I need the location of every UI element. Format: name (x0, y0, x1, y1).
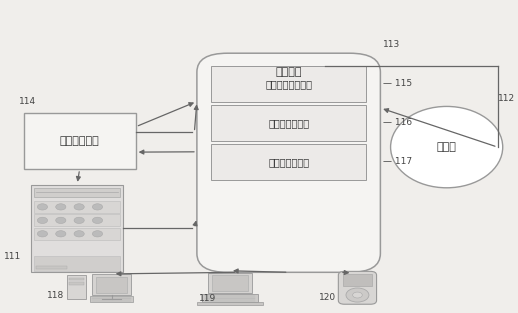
Circle shape (74, 217, 84, 223)
Text: — 115: — 115 (383, 79, 412, 88)
Circle shape (56, 217, 66, 223)
Circle shape (353, 292, 362, 298)
Bar (208, 273, 252, 293)
Text: 用户端: 用户端 (437, 142, 456, 152)
Text: 113: 113 (383, 39, 400, 49)
Text: 118: 118 (47, 291, 64, 300)
Bar (212, 275, 248, 291)
Circle shape (74, 231, 84, 237)
Bar (67, 275, 87, 299)
Bar (31, 185, 123, 272)
Text: — 116: — 116 (383, 118, 412, 127)
Text: 广告端管理模块: 广告端管理模块 (268, 157, 309, 167)
Circle shape (346, 288, 369, 302)
Bar (90, 296, 133, 302)
Text: 120: 120 (319, 294, 336, 302)
Bar (34, 256, 120, 271)
Circle shape (56, 231, 66, 237)
Circle shape (56, 204, 66, 210)
Circle shape (92, 217, 103, 223)
Text: 走路平台: 走路平台 (276, 67, 302, 77)
Circle shape (92, 231, 103, 237)
Ellipse shape (391, 106, 503, 188)
Bar (211, 105, 366, 141)
Text: 云端管理模块: 云端管理模块 (60, 136, 99, 146)
FancyBboxPatch shape (338, 271, 377, 304)
Bar (34, 188, 120, 197)
FancyBboxPatch shape (197, 53, 380, 272)
Circle shape (37, 204, 48, 210)
Bar (24, 113, 136, 169)
Bar (92, 274, 131, 295)
Bar (36, 266, 67, 269)
Circle shape (92, 204, 103, 210)
Bar (69, 278, 84, 280)
Text: 119: 119 (199, 295, 217, 303)
Text: 111: 111 (4, 252, 21, 261)
Bar (34, 214, 120, 226)
Text: 走路计步管理模块: 走路计步管理模块 (265, 79, 312, 89)
Circle shape (37, 231, 48, 237)
Bar (34, 228, 120, 240)
Bar (211, 144, 366, 180)
Bar (96, 277, 127, 293)
Text: 用户端管理模块: 用户端管理模块 (268, 118, 309, 128)
Circle shape (37, 217, 48, 223)
Text: 112: 112 (498, 94, 515, 103)
Text: 114: 114 (19, 97, 36, 106)
Bar (211, 66, 366, 102)
Bar (202, 294, 258, 302)
Circle shape (74, 204, 84, 210)
Bar (34, 201, 120, 213)
Bar (69, 282, 84, 285)
Bar (343, 274, 372, 286)
Text: — 117: — 117 (383, 157, 412, 167)
Bar (197, 302, 263, 305)
